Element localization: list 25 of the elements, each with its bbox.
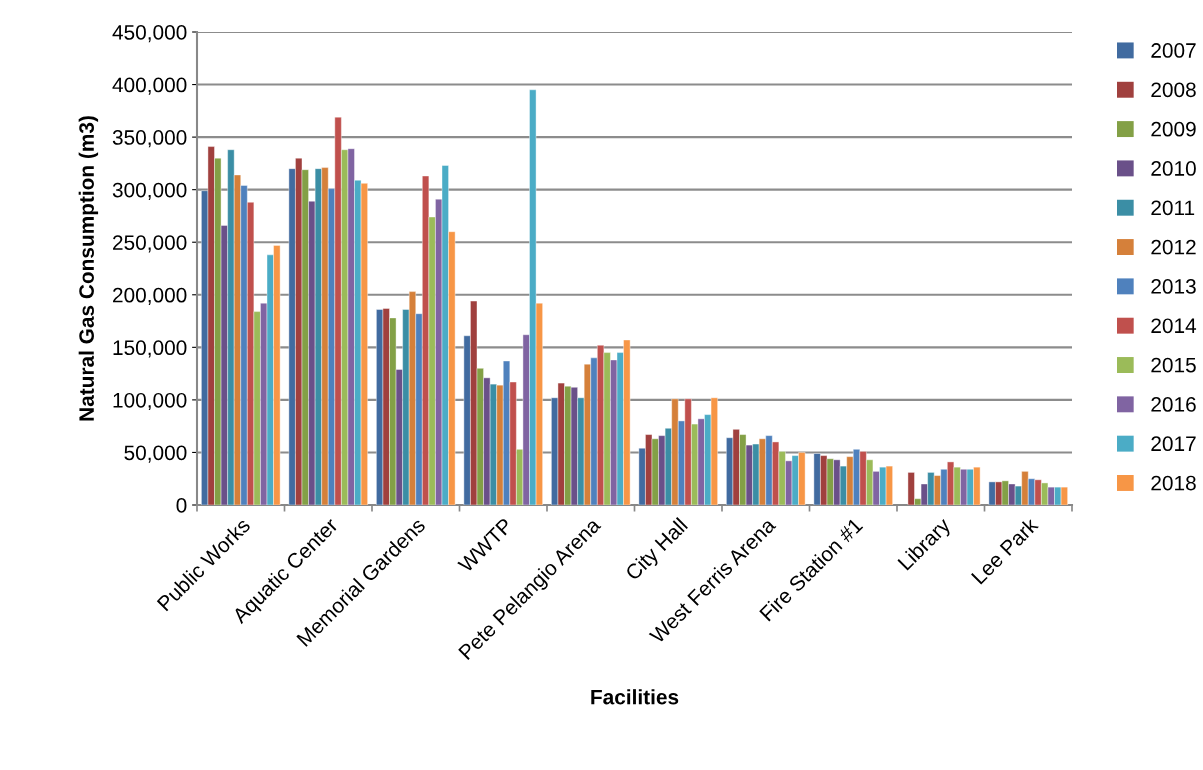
- y-tick-label: 150,000: [113, 340, 187, 358]
- y-tick-label: 200,000: [113, 287, 187, 305]
- y-tick-label: 100,000: [113, 392, 187, 411]
- legend-label: 2010: [1151, 161, 1196, 176]
- legend-label: 2009: [1151, 121, 1196, 137]
- y-axis-title: Natural Gas Consumption (m3): [78, 116, 99, 421]
- x-axis-title: Facilities: [591, 689, 679, 705]
- y-tick-label: 0: [176, 498, 187, 513]
- y-tick-label: 350,000: [112, 130, 187, 148]
- y-tick-label: 400,000: [112, 77, 187, 95]
- y-tick-label: 300,000: [112, 182, 187, 200]
- legend-label: 2016: [1151, 397, 1196, 412]
- legend-label: 2008: [1151, 82, 1196, 98]
- legend-label: 2015: [1151, 357, 1196, 373]
- legend-label: 2007: [1151, 43, 1196, 58]
- legend-label: 2011: [1151, 200, 1195, 216]
- y-tick-label: 250,000: [113, 235, 187, 253]
- y-tick-label: 50,000: [124, 445, 187, 463]
- legend-label: 2018: [1151, 475, 1196, 491]
- legend-label: 2012: [1151, 239, 1196, 255]
- legend-label: 2017: [1151, 436, 1196, 452]
- legend-label: 2013: [1151, 279, 1196, 294]
- x-tick-label: City Hall: [624, 517, 691, 584]
- y-tick-label: 450,000: [112, 25, 187, 43]
- legend-label: 2014: [1151, 318, 1197, 334]
